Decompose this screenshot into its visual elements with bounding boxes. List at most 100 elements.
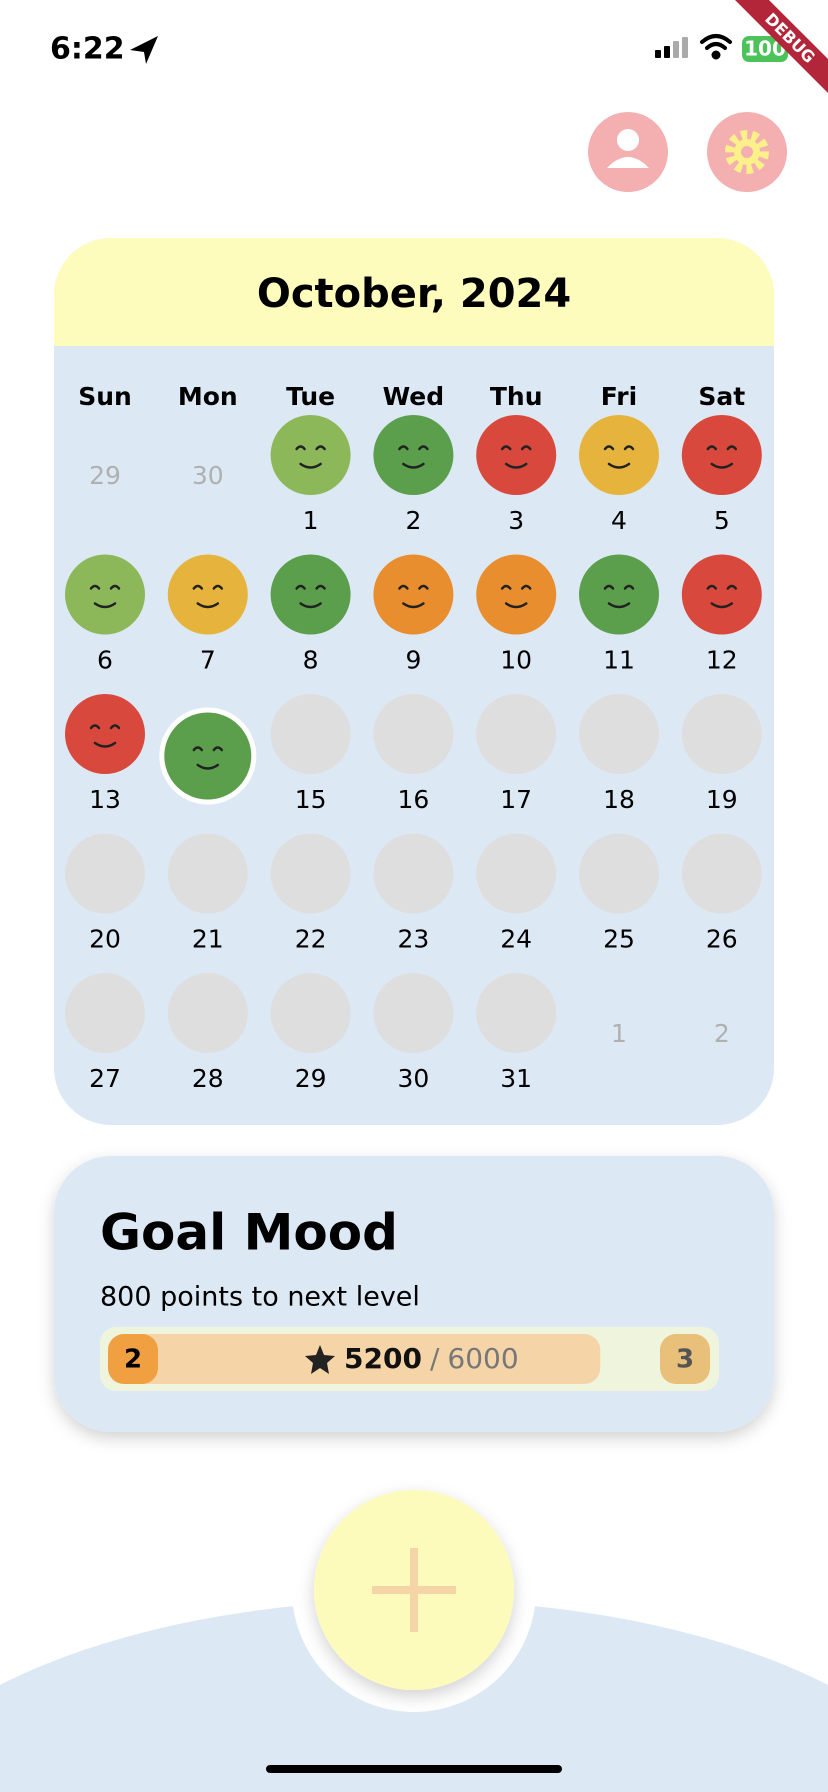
day-mood — [65, 694, 145, 774]
day-empty — [373, 973, 454, 1053]
day-cell[interactable]: 18 — [579, 694, 659, 814]
day-number-muted: 30 — [192, 461, 224, 490]
face-mouth — [196, 763, 220, 770]
goal-title: Goal Mood — [100, 1204, 398, 1262]
day-empty — [579, 833, 659, 914]
day-number: 9 — [405, 646, 421, 675]
day-number: 12 — [706, 646, 738, 675]
day-cell[interactable]: 31 — [476, 973, 557, 1093]
day-number: 3 — [508, 506, 524, 535]
day-mood — [681, 554, 762, 635]
day-cell[interactable]: 13 — [65, 694, 145, 814]
day-empty — [476, 694, 557, 774]
face-mouth — [402, 462, 425, 469]
day-empty — [476, 833, 557, 914]
face-mouth — [93, 602, 117, 609]
day-number-muted: 2 — [714, 1019, 730, 1048]
day-cell[interactable]: 22 — [270, 833, 351, 954]
day-empty — [270, 694, 351, 774]
day-cell[interactable]: 3 — [476, 415, 557, 535]
face-eye — [295, 445, 306, 451]
face-eye — [109, 584, 121, 590]
day-cell[interactable]: 21 — [167, 833, 248, 954]
day-cell[interactable]: 2 — [373, 415, 454, 535]
settings-button[interactable] — [707, 112, 787, 192]
day-cell[interactable]: 10 — [476, 554, 557, 675]
goal-subtitle: 800 points to next level — [100, 1282, 420, 1313]
face-mouth — [299, 602, 322, 609]
points-current: 5200 — [344, 1342, 422, 1375]
face-eye — [418, 445, 429, 451]
day-number: 23 — [397, 925, 429, 954]
day-empty — [579, 694, 659, 774]
day-cell[interactable]: 24 — [476, 833, 557, 954]
goal-card: Goal Mood 800 points to next level 3 — [54, 1156, 774, 1432]
status-time: 6:22 — [50, 32, 125, 67]
face-eye — [706, 584, 718, 590]
day-empty — [167, 973, 248, 1053]
day-cell[interactable]: 16 — [373, 694, 454, 814]
day-number: 28 — [192, 1064, 224, 1093]
face-mouth — [504, 602, 528, 609]
day-mood — [579, 554, 659, 635]
progress-fill — [108, 1334, 601, 1384]
day-empty — [373, 833, 454, 914]
day-cell[interactable]: 1 — [270, 415, 351, 535]
day-number-muted: 1 — [611, 1019, 627, 1048]
face-eye — [398, 584, 409, 590]
weekday-label: Sat — [698, 382, 745, 411]
day-cell[interactable]: 28 — [167, 973, 248, 1093]
day-mood — [579, 415, 659, 495]
day-number: 1 — [303, 506, 319, 535]
weekday-label: Thu — [490, 382, 543, 411]
points-target: 6000 — [447, 1342, 518, 1375]
day-empty — [270, 833, 351, 914]
signal-icon — [655, 37, 688, 58]
weekday-label: Mon — [178, 382, 238, 411]
day-cell[interactable] — [159, 707, 257, 805]
weekday-label: Sun — [78, 382, 132, 411]
face-mouth — [402, 602, 425, 609]
day-cell[interactable]: 6 — [65, 554, 145, 675]
day-cell[interactable]: 25 — [579, 833, 659, 954]
day-mood — [476, 415, 557, 495]
day-empty — [65, 973, 145, 1053]
day-empty — [270, 973, 351, 1053]
profile-button[interactable] — [588, 112, 668, 192]
face-eye — [418, 584, 429, 590]
location-icon — [130, 36, 158, 64]
add-button[interactable] — [314, 1490, 514, 1690]
day-cell[interactable]: 30 — [373, 973, 454, 1093]
day-cell[interactable]: 5 — [681, 415, 762, 535]
day-cell[interactable]: 17 — [476, 694, 557, 814]
face-mouth — [710, 602, 734, 609]
day-cell[interactable]: 4 — [579, 415, 659, 535]
face-eye — [706, 445, 718, 451]
day-number: 27 — [89, 1064, 121, 1093]
day-number: 11 — [603, 646, 635, 675]
day-empty — [373, 694, 454, 774]
day-cell[interactable]: 23 — [373, 833, 454, 954]
day-cell[interactable]: 11 — [579, 554, 659, 675]
day-cell[interactable]: 26 — [681, 833, 762, 954]
face-eye — [520, 445, 532, 451]
day-cell[interactable]: 8 — [270, 554, 351, 675]
day-cell[interactable]: 19 — [681, 694, 762, 814]
face-eye — [315, 445, 326, 451]
face-eye — [109, 724, 121, 730]
day-cell[interactable]: 12 — [681, 554, 762, 675]
day-cell[interactable]: 15 — [270, 694, 351, 814]
day-number: 18 — [603, 785, 635, 814]
level-badge — [108, 1334, 158, 1384]
day-number: 7 — [200, 646, 216, 675]
next-level: 3 — [676, 1345, 694, 1375]
face-mouth — [607, 462, 631, 469]
day-cell[interactable]: 7 — [167, 554, 248, 675]
day-cell[interactable]: 20 — [65, 833, 145, 954]
day-cell[interactable]: 29 — [270, 973, 351, 1093]
day-cell[interactable]: 9 — [373, 554, 454, 675]
day-cell[interactable]: 27 — [65, 973, 145, 1093]
